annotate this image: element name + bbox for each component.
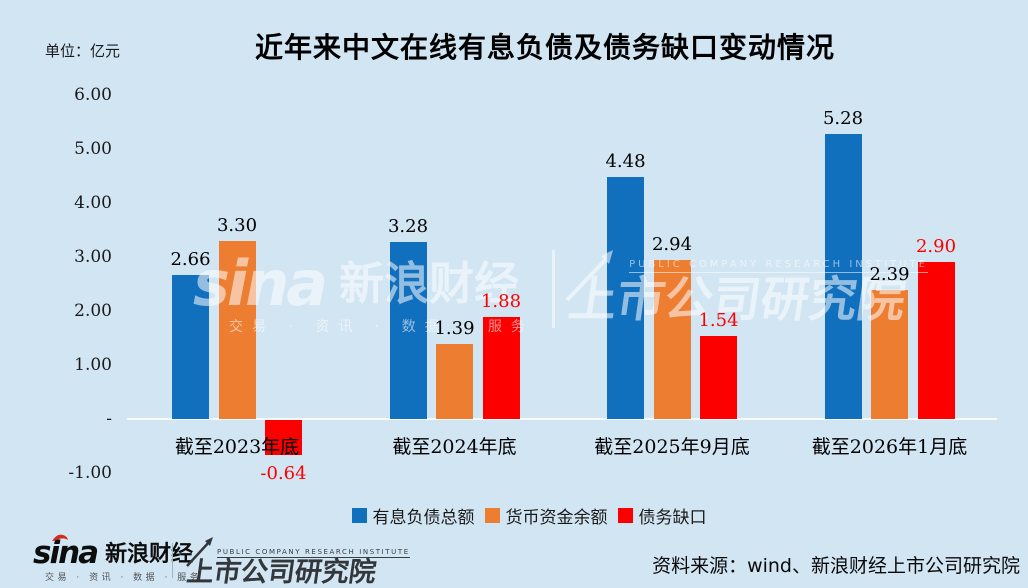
bar-value-label: 2.94 (651, 234, 693, 256)
footer-pcri-name: 上市公司研究院 (184, 557, 379, 588)
legend-swatch (351, 508, 367, 523)
y-axis-tick-label: - (106, 409, 112, 429)
bar-value-label: 3.28 (387, 215, 429, 237)
bar (265, 420, 302, 455)
footer-sina-script: sina (33, 535, 99, 571)
bar-value-label: 4.48 (605, 151, 646, 173)
bar (218, 240, 256, 419)
data-source: 资料来源：wind、新浪财经上市公司研究院 (652, 555, 1020, 577)
bar-value-label: 3.30 (216, 214, 258, 236)
bar (824, 133, 862, 419)
bar-value-label: 2.66 (170, 249, 211, 271)
footer-pcri-en: PUBLIC COMPANY RESEARCH INSTITUTE (217, 548, 410, 558)
footer-pcri-arrow-icon (186, 537, 213, 567)
bar-value-label: 1.88 (480, 291, 522, 313)
chart-title: 近年来中文在线有息负债及债务缺口变动情况 (254, 31, 835, 64)
bar (389, 241, 427, 419)
footer-sina-logo: sina 新浪财经 交易 · 资讯 · 数据 · 服务 (33, 534, 203, 583)
y-axis-tick-label: 5.00 (74, 139, 112, 159)
chart-legend: 有息负债总额 货币资金余额 债务缺口 (30, 503, 1028, 528)
bar (653, 260, 691, 419)
footer-sina-tagline: 交易 · 资讯 · 数据 · 服务 (45, 573, 203, 583)
legend-item: 有息负债总额 (351, 503, 475, 528)
category-label: 截至2026年1月底 (811, 436, 968, 458)
bar-value-label: 1.54 (698, 309, 739, 331)
x-axis-line (127, 418, 997, 420)
bar-value-label: -0.64 (260, 462, 307, 484)
bar (871, 289, 908, 419)
bar-value-label: 2.39 (869, 263, 910, 285)
category-label: 截至2025年9月底 (594, 436, 750, 458)
category-label: 截至2023年底 (174, 436, 300, 458)
bar (436, 343, 473, 419)
y-axis-tick-label: 4.00 (74, 193, 112, 213)
bar (482, 317, 520, 419)
bar-value-label: 5.28 (822, 107, 864, 129)
legend-label: 债务缺口 (638, 508, 707, 528)
footer-divider (172, 543, 173, 578)
legend-label: 货币资金余额 (505, 508, 608, 528)
y-axis-tick-label: 2.00 (74, 301, 112, 321)
y-axis-tick-label: 6.00 (74, 85, 112, 105)
y-axis-tick-label: 1.00 (74, 355, 112, 375)
y-axis-tick-label: -1.00 (68, 463, 112, 483)
legend-label: 有息负债总额 (372, 508, 475, 528)
bar (172, 275, 209, 419)
legend-item: 货币资金余额 (484, 503, 608, 528)
legend-swatch (484, 508, 500, 523)
bar (700, 335, 737, 419)
legend-item: 债务缺口 (617, 503, 707, 528)
legend-swatch (617, 508, 633, 523)
unit-label: 单位：亿元 (45, 42, 121, 60)
footer-sina-name: 新浪财经 (105, 542, 194, 567)
footer-pcri-logo: PUBLIC COMPANY RESEARCH INSTITUTE 上市公司研究… (184, 537, 410, 588)
sina-eye-icon (52, 534, 68, 541)
y-axis-tick-label: 3.00 (74, 247, 112, 267)
bar (607, 177, 644, 419)
bar-value-label: 2.90 (915, 236, 957, 258)
bar (917, 262, 955, 419)
category-label: 截至2024年底 (392, 436, 517, 458)
bar-value-label: 1.39 (434, 317, 475, 339)
